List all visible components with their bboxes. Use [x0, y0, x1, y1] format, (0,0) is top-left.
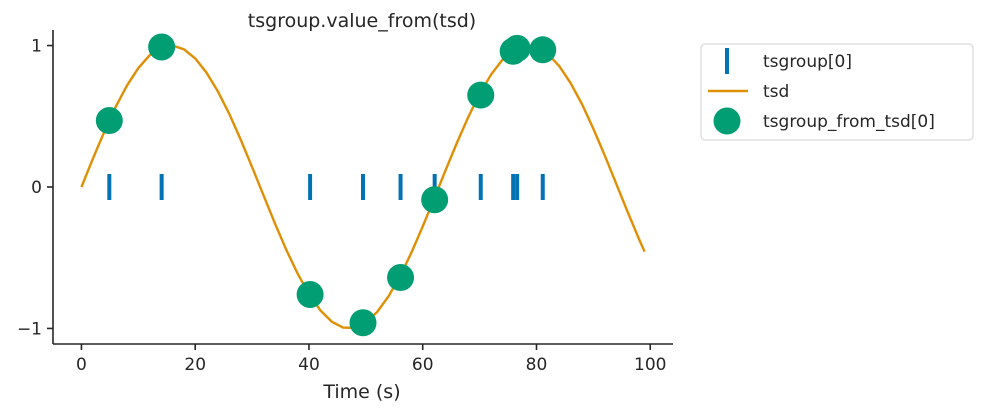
scatter-point: [95, 107, 123, 135]
x-tick-label: 40: [298, 355, 320, 375]
x-tick-label: 100: [634, 355, 666, 375]
legend-label: tsgroup[0]: [763, 52, 852, 72]
x-tick-label: 80: [526, 355, 548, 375]
legend-label: tsd: [763, 82, 789, 102]
x-tick-label: 0: [76, 355, 87, 375]
scatter-point: [148, 33, 176, 61]
scatter-point: [296, 280, 324, 308]
x-axis-ticks: 0 20 40 60 80 100: [76, 344, 666, 375]
scatter-point: [387, 264, 415, 292]
scatter-point: [421, 186, 449, 214]
scatter-point: [467, 81, 495, 109]
y-tick-label: 0: [31, 178, 42, 198]
y-axis-ticks: −1 0 1: [17, 37, 53, 339]
plot-area: [80, 33, 646, 337]
legend-dot-swatch: [713, 107, 741, 135]
y-tick-label: −1: [17, 319, 42, 339]
chart-title: tsgroup.value_from(tsd): [248, 10, 476, 32]
legend: tsgroup[0] tsd tsgroup_from_tsd[0]: [700, 43, 974, 141]
scatter-point: [529, 36, 557, 64]
legend-frame: [700, 43, 974, 141]
scatter-point: [503, 34, 531, 62]
scatter-point: [349, 309, 377, 337]
legend-label: tsgroup_from_tsd[0]: [763, 112, 935, 132]
y-tick-label: 1: [31, 37, 42, 57]
x-tick-label: 20: [184, 355, 206, 375]
x-tick-label: 60: [412, 355, 434, 375]
x-axis-label: Time (s): [322, 381, 400, 403]
